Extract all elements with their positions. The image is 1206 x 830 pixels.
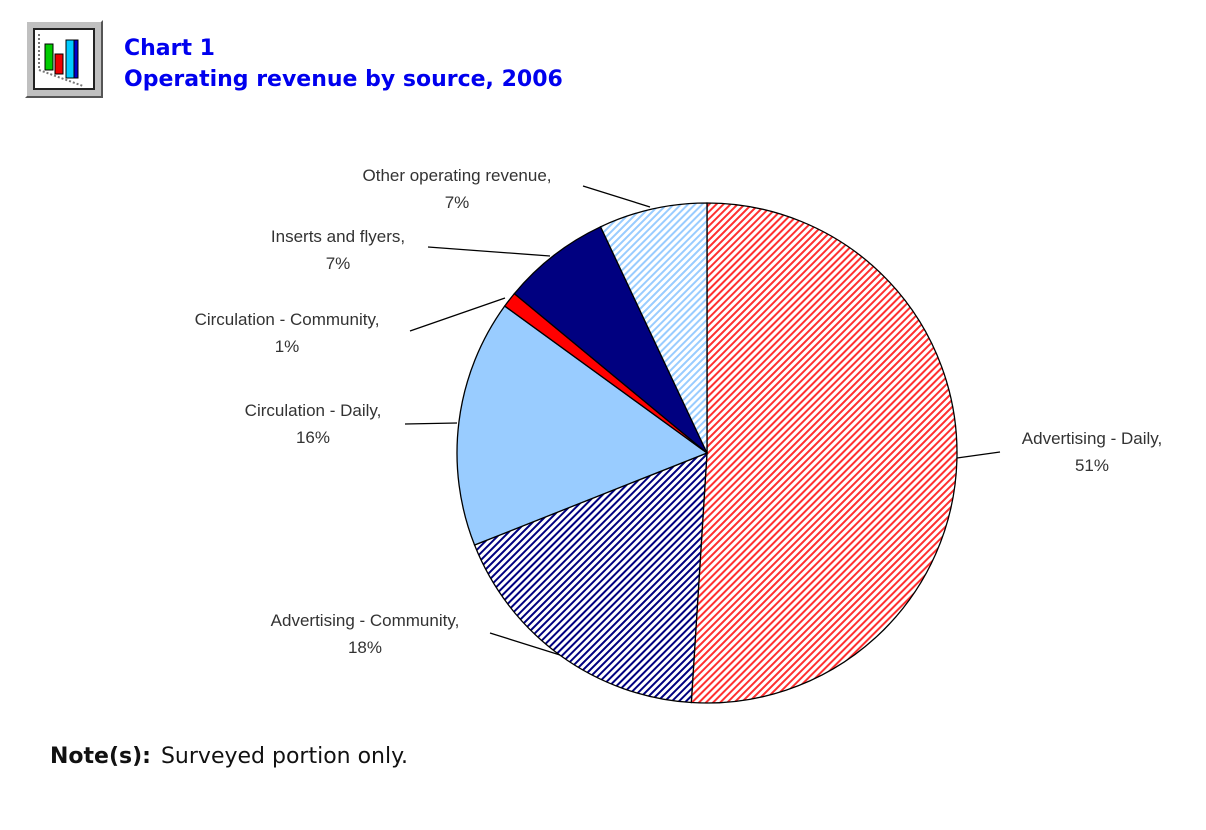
slice-label-pct: 1%: [274, 337, 300, 356]
pie-slice-advertising-community: [473, 452, 708, 704]
bar-chart-icon: [25, 20, 103, 98]
leader-line: [427, 246, 551, 257]
slice-label-advertising-daily: Advertising - Daily, 51%: [1022, 425, 1162, 479]
note-text: Surveyed portion only.: [160, 744, 408, 769]
slice-label-advertising-community: Advertising - Community, 18%: [271, 607, 460, 661]
slice-label-pct: 18%: [347, 638, 383, 657]
slice-label-text: Circulation - Community,: [194, 310, 380, 329]
leader-line: [582, 185, 651, 208]
slice-label-text: Inserts and flyers,: [270, 227, 406, 246]
leader-lines: [404, 185, 1001, 656]
leader-line: [956, 451, 1001, 459]
note-label: Note(s):: [50, 744, 151, 769]
slice-label-text: Circulation - Daily,: [244, 401, 382, 420]
slice-label-inserts-flyers: Inserts and flyers, 7%: [271, 223, 405, 277]
chart-title: Chart 1 Operating revenue by source, 200…: [124, 33, 563, 95]
slice-label-pct: 7%: [325, 254, 351, 273]
pie-slice-circulation-daily: [456, 305, 709, 546]
leader-line: [404, 422, 458, 425]
chart-title-text: Operating revenue by source, 2006: [124, 67, 563, 92]
pie-slice-other-operating-revenue: [599, 202, 708, 454]
chart-number: Chart 1: [124, 36, 215, 61]
slice-label-text: Advertising - Community,: [270, 611, 460, 630]
chart-note: Note(s): Surveyed portion only.: [50, 744, 408, 769]
slice-label-pct: 7%: [444, 193, 470, 212]
slice-label-text: Other operating revenue,: [362, 166, 552, 185]
slice-label-pct: 51%: [1074, 456, 1110, 475]
leader-line: [489, 632, 561, 656]
slice-label-circulation-daily: Circulation - Daily, 16%: [245, 397, 382, 451]
slice-label-circulation-community: Circulation - Community, 1%: [195, 306, 380, 360]
leader-line: [409, 297, 506, 332]
pie-slice-inserts-and-flyers: [513, 225, 708, 454]
pie-slice-advertising-daily: [690, 202, 958, 704]
slice-label-text: Advertising - Daily,: [1021, 429, 1163, 448]
slice-label-other-revenue: Other operating revenue, 7%: [362, 162, 551, 216]
slice-label-pct: 16%: [295, 428, 331, 447]
